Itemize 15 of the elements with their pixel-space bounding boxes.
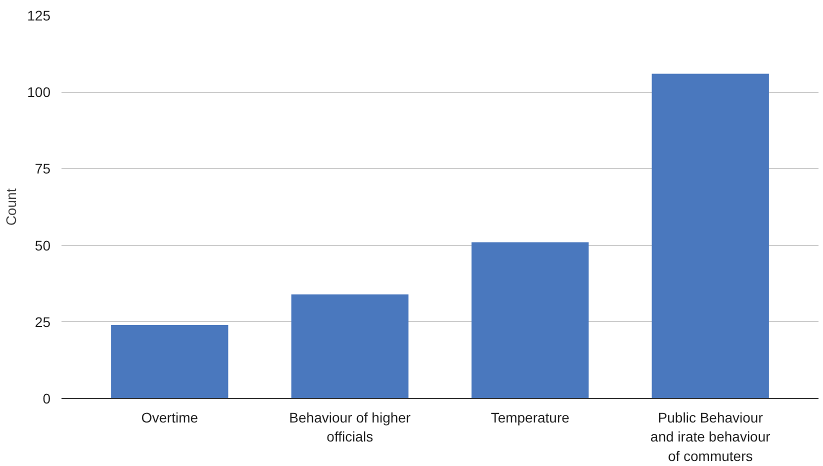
y-tick-label: 50 [34,237,51,254]
y-tick-label: 0 [42,390,51,406]
y-axis-title: Count [3,188,20,226]
bar [291,294,408,398]
y-tick-label: 125 [27,8,51,24]
x-tick-label: Behaviour of higher officials [289,410,411,445]
y-tick-label: 100 [27,84,51,100]
bar [472,242,589,398]
bar [111,324,228,398]
y-tick-label: 25 [34,314,51,330]
y-tick-label: 75 [34,160,51,177]
x-tick-label: Public Behaviour and irate behaviour of commuters [650,410,771,464]
bar [652,74,769,398]
x-tick-label: Overtime [141,410,198,426]
x-tick-label: Temperature [490,410,570,426]
